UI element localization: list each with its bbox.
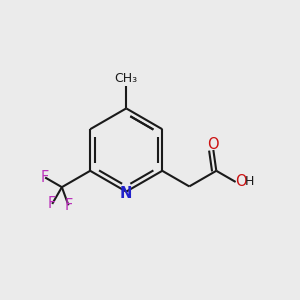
Text: N: N <box>120 186 132 201</box>
Text: CH₃: CH₃ <box>115 72 138 85</box>
Text: F: F <box>48 196 56 211</box>
Text: F: F <box>41 170 49 185</box>
Text: O: O <box>208 137 219 152</box>
Text: O: O <box>235 175 247 190</box>
Text: H: H <box>244 175 254 188</box>
Text: F: F <box>64 198 73 213</box>
